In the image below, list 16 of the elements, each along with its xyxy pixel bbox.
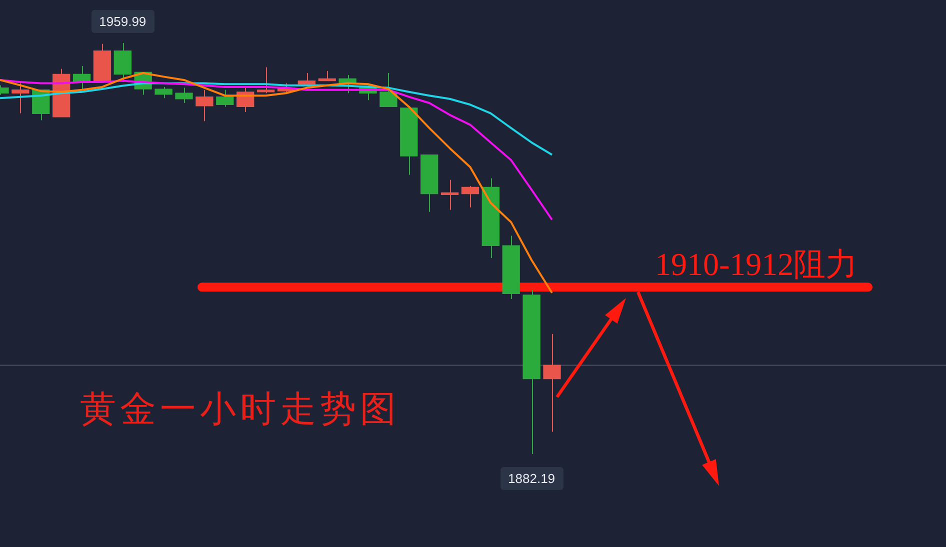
candlestick [175,87,193,104]
candlestick [461,186,480,208]
candlestick [380,72,398,108]
candlestick [440,179,459,210]
candlestick [196,89,214,122]
candlestick [154,86,172,99]
annotation: 1959.99 [91,10,154,33]
ref-line-label: 1910-1912阻力 [655,245,858,284]
candlestick [12,82,30,114]
candlestick [318,70,336,82]
candlestick [256,66,275,94]
candlestick [298,72,316,85]
annotation: 1882.19 [500,467,564,490]
annotation: 黄金一小时走势图 [80,388,400,431]
candlestick [216,89,234,108]
candlestick [543,333,561,432]
